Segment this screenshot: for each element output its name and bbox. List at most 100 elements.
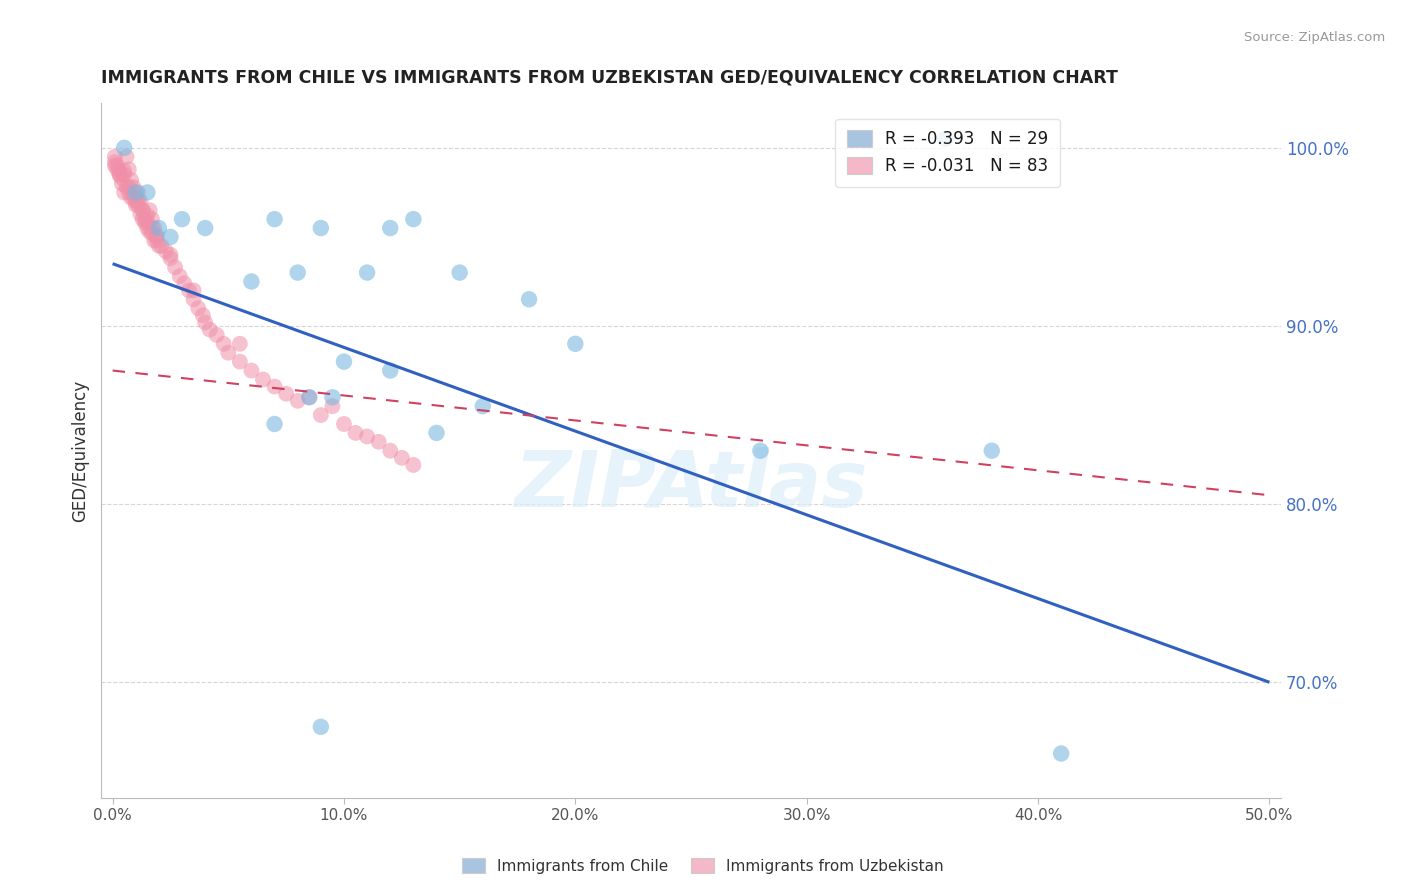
Point [159, 248, 181, 262]
Y-axis label: GED/Equivalency: GED/Equivalency [72, 380, 89, 522]
Point [402, 458, 425, 472]
Point [148, 221, 170, 235]
Point [115, 150, 138, 164]
Point [141, 227, 163, 241]
Point [177, 284, 200, 298]
Point [120, 173, 142, 187]
Point [402, 212, 425, 227]
Point [125, 198, 148, 212]
Point [240, 275, 263, 289]
Point [112, 164, 135, 178]
Point [217, 345, 239, 359]
Point [1050, 747, 1073, 761]
Point [240, 363, 263, 377]
Point [356, 429, 378, 443]
Point [198, 322, 221, 336]
Text: ZIPAtlas: ZIPAtlas [515, 448, 868, 524]
Point [380, 363, 402, 377]
Point [145, 234, 167, 248]
Point [449, 266, 471, 280]
Point [263, 212, 285, 227]
Point [112, 141, 135, 155]
Point [112, 186, 135, 200]
Point [194, 221, 217, 235]
Point [127, 194, 149, 209]
Point [129, 207, 152, 221]
Point [183, 284, 205, 298]
Point [111, 177, 134, 191]
Point [125, 186, 148, 200]
Point [194, 315, 217, 329]
Point [118, 186, 141, 200]
Point [136, 209, 159, 223]
Point [122, 187, 145, 202]
Point [333, 417, 356, 431]
Point [136, 186, 159, 200]
Point [263, 417, 285, 431]
Point [138, 203, 160, 218]
Point [127, 186, 149, 200]
Point [321, 390, 343, 404]
Point [134, 216, 156, 230]
Point [173, 277, 195, 291]
Point [138, 225, 160, 239]
Point [105, 162, 128, 177]
Point [749, 443, 772, 458]
Point [287, 266, 309, 280]
Point [980, 443, 1002, 458]
Point [159, 230, 181, 244]
Point [125, 194, 148, 209]
Point [298, 390, 321, 404]
Point [105, 159, 128, 173]
Point [205, 327, 228, 342]
Point [298, 390, 321, 404]
Legend: R = -0.393   N = 29, R = -0.031   N = 83: R = -0.393 N = 29, R = -0.031 N = 83 [835, 119, 1060, 186]
Point [187, 301, 209, 316]
Point [391, 450, 413, 465]
Point [134, 212, 156, 227]
Point [145, 228, 167, 243]
Point [111, 171, 134, 186]
Point [471, 399, 494, 413]
Point [131, 203, 153, 218]
Point [191, 309, 214, 323]
Point [170, 212, 193, 227]
Point [127, 198, 149, 212]
Point [141, 221, 163, 235]
Point [108, 168, 131, 182]
Text: Source: ZipAtlas.com: Source: ZipAtlas.com [1244, 31, 1385, 45]
Point [145, 230, 167, 244]
Point [425, 425, 447, 440]
Point [276, 386, 298, 401]
Point [155, 244, 177, 259]
Point [108, 164, 131, 178]
Point [165, 260, 187, 275]
Point [380, 443, 402, 458]
Point [564, 336, 586, 351]
Point [112, 168, 135, 182]
Point [104, 159, 127, 173]
Point [229, 336, 252, 351]
Legend: Immigrants from Chile, Immigrants from Uzbekistan: Immigrants from Chile, Immigrants from U… [456, 852, 950, 880]
Point [212, 336, 235, 351]
Point [122, 191, 145, 205]
Point [309, 720, 332, 734]
Point [287, 393, 309, 408]
Point [183, 293, 205, 307]
Point [517, 293, 540, 307]
Point [131, 212, 153, 227]
Point [321, 399, 343, 413]
Point [115, 180, 138, 194]
Point [136, 216, 159, 230]
Point [367, 434, 389, 449]
Point [136, 221, 159, 235]
Point [118, 180, 141, 194]
Point [263, 379, 285, 393]
Point [150, 239, 173, 253]
Point [129, 194, 152, 209]
Point [143, 234, 166, 248]
Point [148, 239, 170, 253]
Point [108, 168, 131, 182]
Point [380, 221, 402, 235]
Point [169, 269, 191, 284]
